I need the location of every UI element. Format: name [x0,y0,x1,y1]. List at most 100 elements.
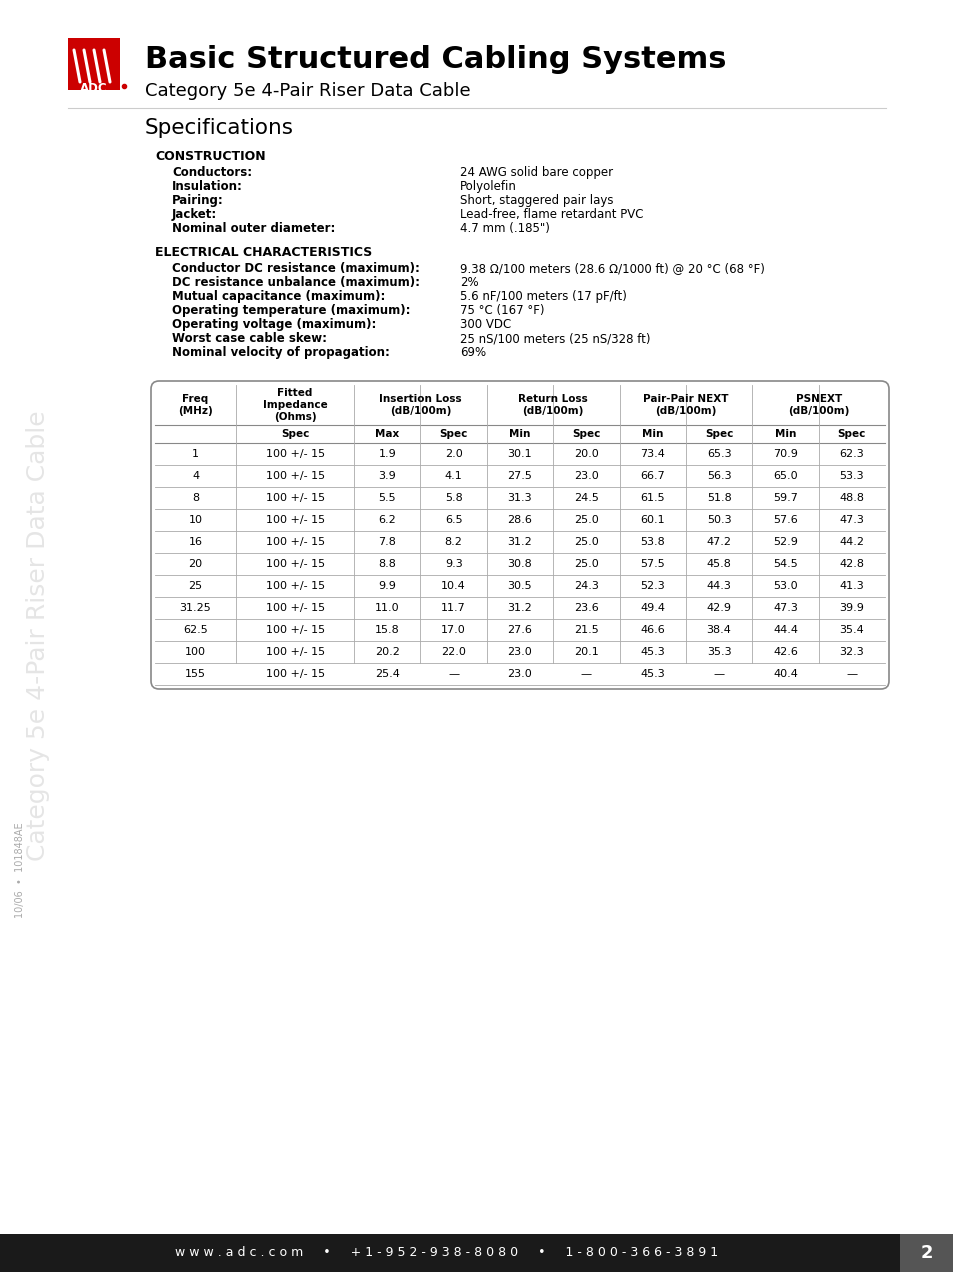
Text: Operating temperature (maximum):: Operating temperature (maximum): [172,304,410,317]
Text: 75 °C (167 °F): 75 °C (167 °F) [459,304,544,317]
Text: 9.38 Ω/100 meters (28.6 Ω/1000 ft) @ 20 °C (68 °F): 9.38 Ω/100 meters (28.6 Ω/1000 ft) @ 20 … [459,262,764,275]
Text: CONSTRUCTION: CONSTRUCTION [154,150,265,163]
Text: Conductor DC resistance (maximum):: Conductor DC resistance (maximum): [172,262,419,275]
Text: ELECTRICAL CHARACTERISTICS: ELECTRICAL CHARACTERISTICS [154,245,372,259]
Text: 2%: 2% [459,276,478,289]
Text: Conductors:: Conductors: [172,167,252,179]
Text: Min: Min [509,429,530,439]
Text: 5.6 nF/100 meters (17 pF/ft): 5.6 nF/100 meters (17 pF/ft) [459,290,626,303]
Text: Spec: Spec [837,429,865,439]
Text: 100 +/- 15: 100 +/- 15 [265,471,324,481]
Text: 25: 25 [189,581,202,591]
Text: 5.8: 5.8 [444,494,462,502]
Text: 3.9: 3.9 [378,471,395,481]
Text: 27.6: 27.6 [507,625,532,635]
Text: 52.3: 52.3 [639,581,664,591]
Text: 40.4: 40.4 [772,669,797,679]
Text: Category 5e 4-Pair Riser Data Cable: Category 5e 4-Pair Riser Data Cable [145,81,470,100]
Text: 6.5: 6.5 [444,515,462,525]
Text: 2.0: 2.0 [444,449,462,459]
Text: Fitted
Impedance
(Ohms): Fitted Impedance (Ohms) [262,388,327,421]
Text: Insulation:: Insulation: [172,181,243,193]
Text: Polyolefin: Polyolefin [459,181,517,193]
Text: 44.2: 44.2 [839,537,863,547]
Text: 9.3: 9.3 [444,558,462,569]
FancyBboxPatch shape [156,487,883,509]
Text: 45.3: 45.3 [639,669,664,679]
Text: 35.3: 35.3 [706,647,731,658]
Text: 62.5: 62.5 [183,625,208,635]
Text: ADC: ADC [80,81,108,95]
Text: 30.8: 30.8 [507,558,532,569]
Text: 47.2: 47.2 [706,537,731,547]
Text: Lead-free, flame retardant PVC: Lead-free, flame retardant PVC [459,209,643,221]
Bar [899,1234,953,1272]
Text: 100 +/- 15: 100 +/- 15 [265,581,324,591]
Text: 5.5: 5.5 [378,494,395,502]
Text: 100 +/- 15: 100 +/- 15 [265,603,324,613]
Text: Return Loss
(dB/100m): Return Loss (dB/100m) [517,394,587,416]
FancyBboxPatch shape [156,530,883,553]
Text: 53.8: 53.8 [639,537,664,547]
Text: 47.3: 47.3 [839,515,863,525]
Text: 300 VDC: 300 VDC [459,318,511,331]
FancyBboxPatch shape [156,443,883,466]
Text: Category 5e 4-Pair Riser Data Cable: Category 5e 4-Pair Riser Data Cable [26,411,50,861]
Text: —: — [580,669,591,679]
Text: DC resistance unbalance (maximum):: DC resistance unbalance (maximum): [172,276,419,289]
Text: Nominal outer diameter:: Nominal outer diameter: [172,223,335,235]
FancyBboxPatch shape [68,38,120,90]
Text: 30.5: 30.5 [507,581,532,591]
Text: Spec: Spec [572,429,600,439]
Text: 10.4: 10.4 [441,581,465,591]
Text: 9.9: 9.9 [378,581,395,591]
Text: 20.2: 20.2 [375,647,399,658]
Text: 42.6: 42.6 [772,647,797,658]
Text: Worst case cable skew:: Worst case cable skew: [172,332,327,345]
Text: 2: 2 [920,1244,932,1262]
Text: 66.7: 66.7 [639,471,664,481]
Text: 1.9: 1.9 [378,449,395,459]
Text: 100 +/- 15: 100 +/- 15 [265,625,324,635]
Text: 50.3: 50.3 [706,515,731,525]
Text: Spec: Spec [439,429,467,439]
Text: 46.6: 46.6 [639,625,664,635]
Text: —: — [845,669,857,679]
Text: Min: Min [641,429,662,439]
Text: 7.8: 7.8 [378,537,395,547]
Text: 15.8: 15.8 [375,625,399,635]
Text: 57.5: 57.5 [639,558,664,569]
Text: Insertion Loss
(dB/100m): Insertion Loss (dB/100m) [378,394,461,416]
Text: 20.0: 20.0 [574,449,598,459]
Text: 8.2: 8.2 [444,537,462,547]
Text: 21.5: 21.5 [574,625,598,635]
Text: —: — [713,669,724,679]
Text: Basic Structured Cabling Systems: Basic Structured Cabling Systems [145,45,726,74]
Text: 11.7: 11.7 [441,603,465,613]
Text: 10: 10 [189,515,202,525]
Text: 69%: 69% [459,346,486,359]
Text: 60.1: 60.1 [639,515,664,525]
Text: 6.2: 6.2 [378,515,395,525]
Text: 23.6: 23.6 [574,603,598,613]
Text: 48.8: 48.8 [839,494,863,502]
Text: 100 +/- 15: 100 +/- 15 [265,515,324,525]
Text: 25.4: 25.4 [375,669,399,679]
Text: 17.0: 17.0 [441,625,465,635]
Text: 24.3: 24.3 [574,581,598,591]
Text: 1: 1 [192,449,199,459]
Bar [0,1234,953,1272]
Text: 100 +/- 15: 100 +/- 15 [265,669,324,679]
Text: 100 +/- 15: 100 +/- 15 [265,537,324,547]
Text: 20.1: 20.1 [574,647,598,658]
Text: 27.5: 27.5 [507,471,532,481]
Text: 24.5: 24.5 [574,494,598,502]
Text: 100: 100 [185,647,206,658]
Text: 49.4: 49.4 [639,603,664,613]
Text: 32.3: 32.3 [839,647,863,658]
Text: 41.3: 41.3 [839,581,863,591]
Text: 23.0: 23.0 [507,669,532,679]
Text: 62.3: 62.3 [839,449,863,459]
Text: Max: Max [375,429,399,439]
Text: PSNEXT
(dB/100m): PSNEXT (dB/100m) [787,394,848,416]
